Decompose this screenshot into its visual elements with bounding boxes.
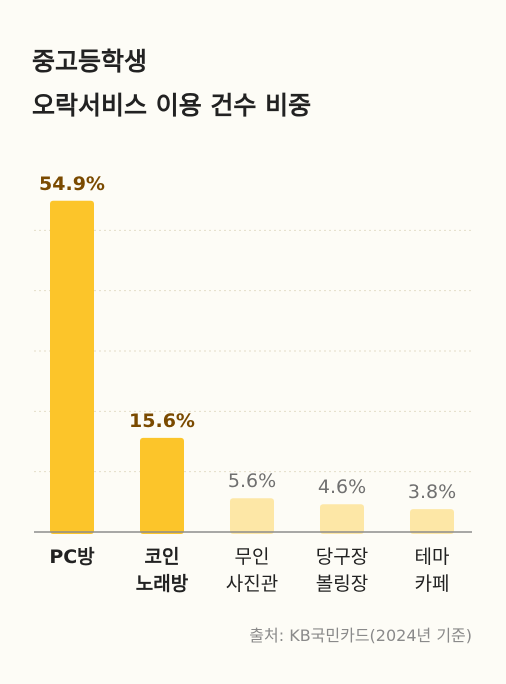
value-label-4: 4.6% [318,476,366,498]
category-label-5-line-2: 카페 [415,573,450,595]
value-label-1: 54.9% [39,173,105,195]
category-label-3-line-2: 사진관 [226,573,278,595]
category-label-3-line-1: 무인 [235,546,270,568]
value-label-5: 3.8% [408,481,456,503]
bar-3 [230,498,274,534]
chart-title-line-1: 중고등학생 [32,47,148,76]
category-label-1: PC방 [49,546,95,568]
category-label-2-line-2: 노래방 [136,573,189,595]
chart-title-line-2: 오락서비스 이용 건수 비중 [32,91,312,120]
bar-1 [50,200,94,534]
source-note: 출처: KB국민카드(2024년 기준) [249,626,472,645]
category-label-4-line-2: 볼링장 [316,573,368,595]
chart-title: 중고등학생 오락서비스 이용 건수 비중 [32,40,311,128]
bar-5 [410,509,454,534]
category-label-2-line-1: 코인 [145,546,180,568]
bar-4 [320,504,364,534]
value-label-2: 15.6% [129,410,195,432]
category-label-4-line-1: 당구장 [316,546,368,568]
value-label-3: 5.6% [228,470,276,492]
category-label-5-line-1: 테마 [415,546,450,568]
bar-2 [140,437,184,534]
